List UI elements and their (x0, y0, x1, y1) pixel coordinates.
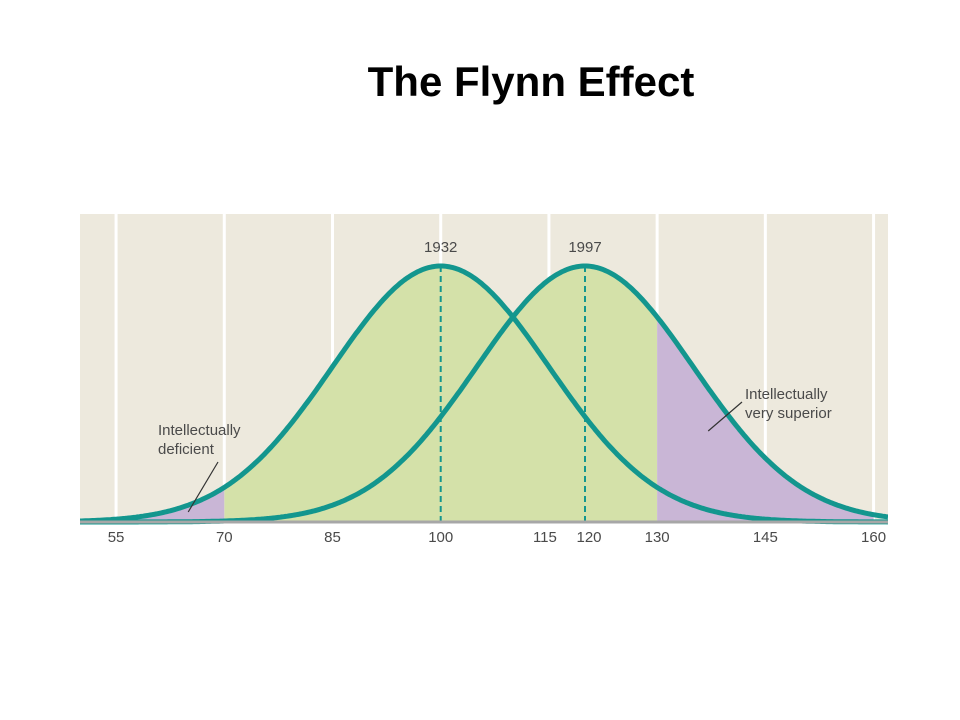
series-label-1997: 1997 (568, 239, 601, 256)
shaded-region-green-0 (224, 266, 658, 522)
tick-label-100: 100 (428, 529, 453, 546)
chart-svg: 1932 1997 55 70 85 100 115 120 130 145 160 Intell… (79, 214, 889, 546)
shaded-region-purple-2 (657, 317, 874, 522)
annotation-deficient-line-0: Intellectually (158, 422, 241, 439)
shaded-region-purple-1 (116, 487, 225, 522)
tick-label-120: 120 (576, 529, 601, 546)
tick-label-145: 145 (753, 529, 778, 546)
shaded-regions (116, 266, 874, 522)
tick-label-70: 70 (216, 529, 233, 546)
tick-label-130: 130 (645, 529, 670, 546)
tick-label-115: 115 (533, 529, 557, 546)
series-label-1932: 1932 (424, 239, 457, 256)
tick-label-160: 160 (861, 529, 886, 546)
x-tick-labels: 55 70 85 100 115 120 130 145 160 (108, 529, 886, 546)
annotation-superior-line-1: very superior (745, 405, 832, 422)
curve-1932 (79, 263, 889, 525)
slide-title: The Flynn Effect (367, 58, 695, 105)
tick-label-55: 55 (108, 529, 125, 546)
annotation-superior-line-0: Intellectually (745, 386, 828, 403)
flynn-effect-chart: 1932 1997 55 70 85 100 115 120 130 145 160 Intell… (79, 214, 889, 554)
annotation-deficient-pointer (187, 461, 219, 513)
annotation-superior-pointer (707, 401, 743, 432)
annotation-deficient-line-1: deficient (158, 441, 215, 458)
tick-label-85: 85 (324, 529, 341, 546)
annotations: Intellectually deficient Intellectually ver… (158, 386, 832, 513)
